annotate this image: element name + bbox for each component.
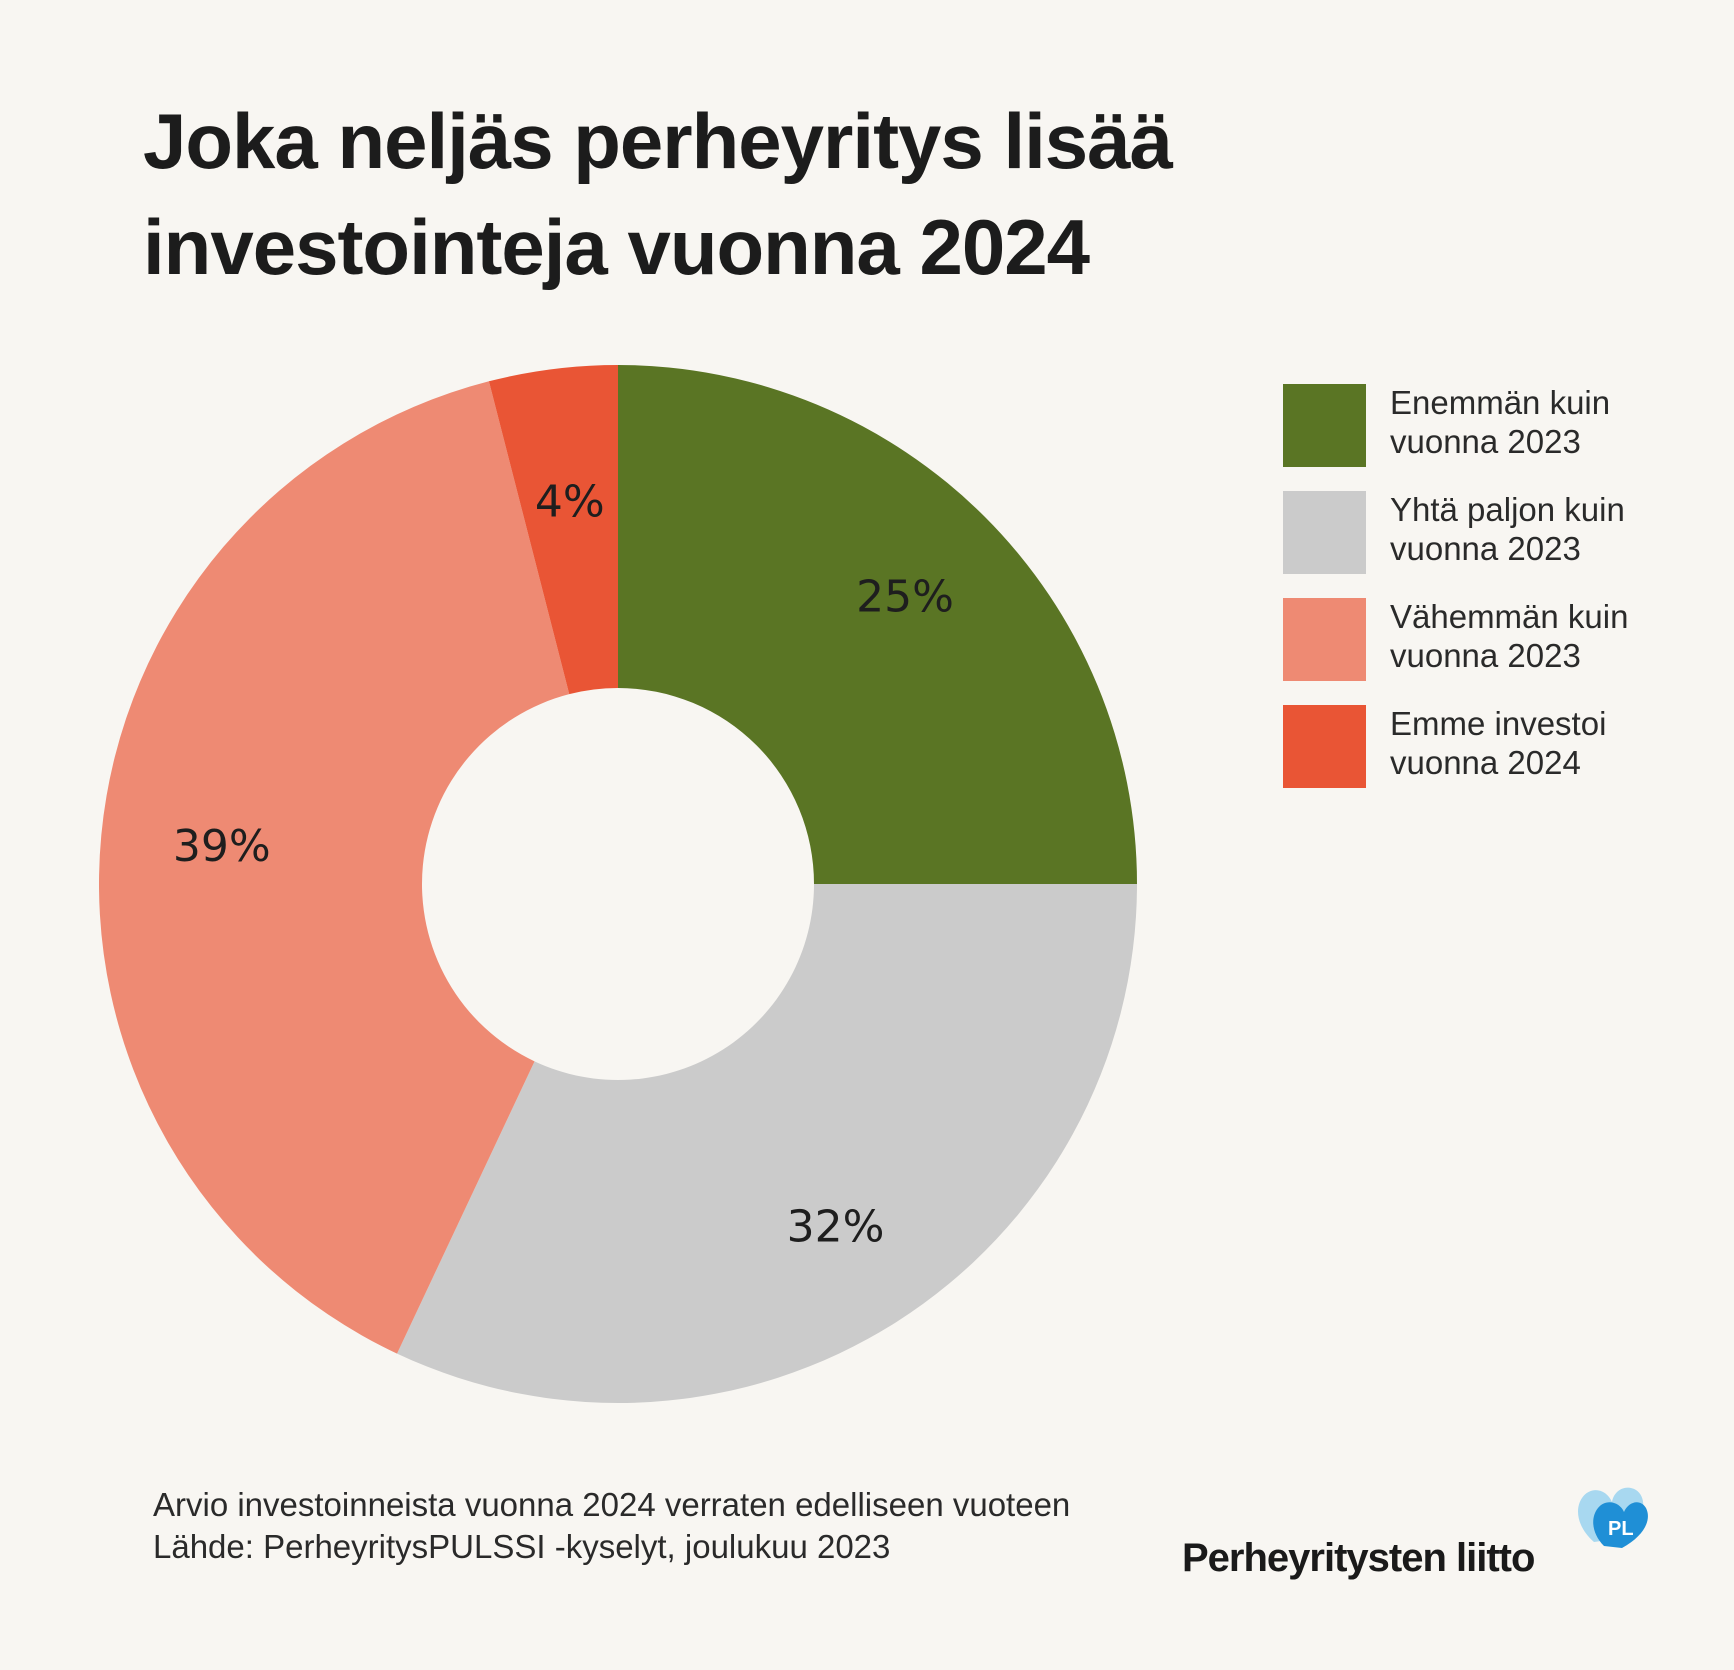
legend-label-more-line-1: Enemmän kuin: [1390, 384, 1611, 421]
slice-label-same: 32%: [787, 1201, 885, 1252]
perheyritysten-liitto-logo: Perheyritysten liitto PL: [1182, 1487, 1652, 1596]
chart-title-line-1: Joka neljäs perheyritys lisää: [143, 97, 1173, 185]
legend-item-more: Enemmän kuin vuonna 2023: [1283, 383, 1723, 467]
donut-slice-labels: 25% 32% 39% 4%: [173, 477, 954, 1253]
legend-label-same-line-1: Yhtä paljon kuin: [1390, 491, 1625, 528]
legend-swatch-less: [1283, 598, 1366, 681]
chart-title-line-2: investointeja vuonna 2024: [143, 203, 1090, 291]
donut-slices: [99, 365, 1138, 1403]
legend-swatch-more: [1283, 384, 1366, 467]
donut-slice-less: [99, 381, 570, 1354]
legend-label-same-line-2: vuonna 2023: [1390, 530, 1581, 567]
logo-wordmark: Perheyritysten liitto: [1182, 1536, 1535, 1580]
slice-label-less: 39%: [173, 821, 271, 872]
legend-label-same: Yhtä paljon kuin vuonna 2023: [1390, 490, 1720, 568]
chart-source: Lähde: PerheyritysPULSSI -kyselyt, joulu…: [153, 1528, 891, 1565]
legend-swatch-same: [1283, 491, 1366, 574]
donut-slice-same: [397, 884, 1138, 1403]
donut-slice-none: [488, 365, 618, 695]
logo-heart-icon: PL: [1578, 1487, 1648, 1548]
legend-label-more: Enemmän kuin vuonna 2023: [1390, 383, 1720, 461]
donut-slice-more: [618, 365, 1137, 884]
legend: Enemmän kuin vuonna 2023 Yhtä paljon kui…: [1283, 383, 1723, 811]
logo-mark-text: PL: [1608, 1518, 1634, 1540]
legend-label-less-line-2: vuonna 2023: [1390, 637, 1581, 674]
chart-note: Arvio investoinneista vuonna 2024 verrat…: [153, 1486, 1071, 1523]
legend-swatch-none: [1283, 705, 1366, 788]
legend-label-none-line-2: vuonna 2024: [1390, 744, 1581, 781]
legend-item-same: Yhtä paljon kuin vuonna 2023: [1283, 490, 1723, 574]
legend-item-none: Emme investoi vuonna 2024: [1283, 704, 1723, 788]
slice-label-more: 25%: [856, 571, 954, 622]
chart-title: Joka neljäs perheyritys lisää investoint…: [143, 88, 1443, 300]
legend-label-none-line-1: Emme investoi: [1390, 705, 1607, 742]
slice-label-none: 4%: [535, 477, 605, 528]
legend-item-less: Vähemmän kuin vuonna 2023: [1283, 597, 1723, 681]
chart-footer: Arvio investoinneista vuonna 2024 verrat…: [153, 1484, 1253, 1568]
legend-label-more-line-2: vuonna 2023: [1390, 423, 1581, 460]
legend-label-less: Vähemmän kuin vuonna 2023: [1390, 597, 1720, 675]
legend-label-less-line-1: Vähemmän kuin: [1390, 598, 1629, 635]
legend-label-none: Emme investoi vuonna 2024: [1390, 704, 1720, 782]
